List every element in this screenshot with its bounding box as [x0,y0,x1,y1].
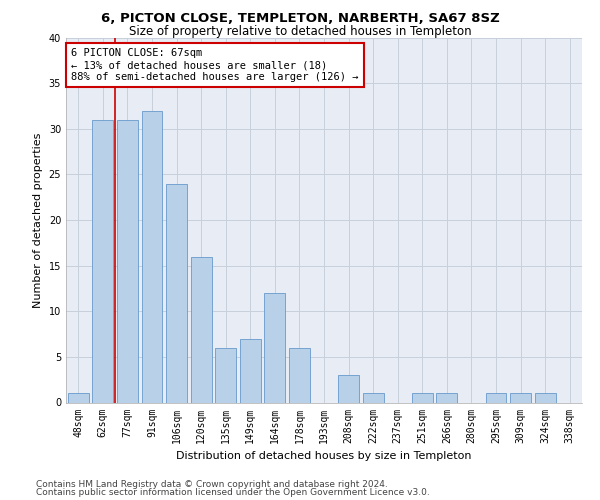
Bar [142,110,163,403]
Text: Contains HM Land Registry data © Crown copyright and database right 2024.: Contains HM Land Registry data © Crown c… [36,480,388,489]
Bar [117,120,138,403]
Bar [215,348,236,403]
Bar [191,256,212,402]
Bar [68,394,89,402]
Bar [412,394,433,402]
Y-axis label: Number of detached properties: Number of detached properties [33,132,43,308]
Text: 6 PICTON CLOSE: 67sqm
← 13% of detached houses are smaller (18)
88% of semi-deta: 6 PICTON CLOSE: 67sqm ← 13% of detached … [71,48,359,82]
Text: 6, PICTON CLOSE, TEMPLETON, NARBERTH, SA67 8SZ: 6, PICTON CLOSE, TEMPLETON, NARBERTH, SA… [101,12,499,26]
Bar [166,184,187,402]
Text: Contains public sector information licensed under the Open Government Licence v3: Contains public sector information licen… [36,488,430,497]
Text: Size of property relative to detached houses in Templeton: Size of property relative to detached ho… [128,25,472,38]
Bar [240,338,261,402]
Bar [485,394,506,402]
Bar [92,120,113,403]
X-axis label: Distribution of detached houses by size in Templeton: Distribution of detached houses by size … [176,451,472,461]
Bar [265,293,286,403]
Bar [338,375,359,402]
Bar [362,394,383,402]
Bar [535,394,556,402]
Bar [510,394,531,402]
Bar [289,348,310,403]
Bar [436,394,457,402]
